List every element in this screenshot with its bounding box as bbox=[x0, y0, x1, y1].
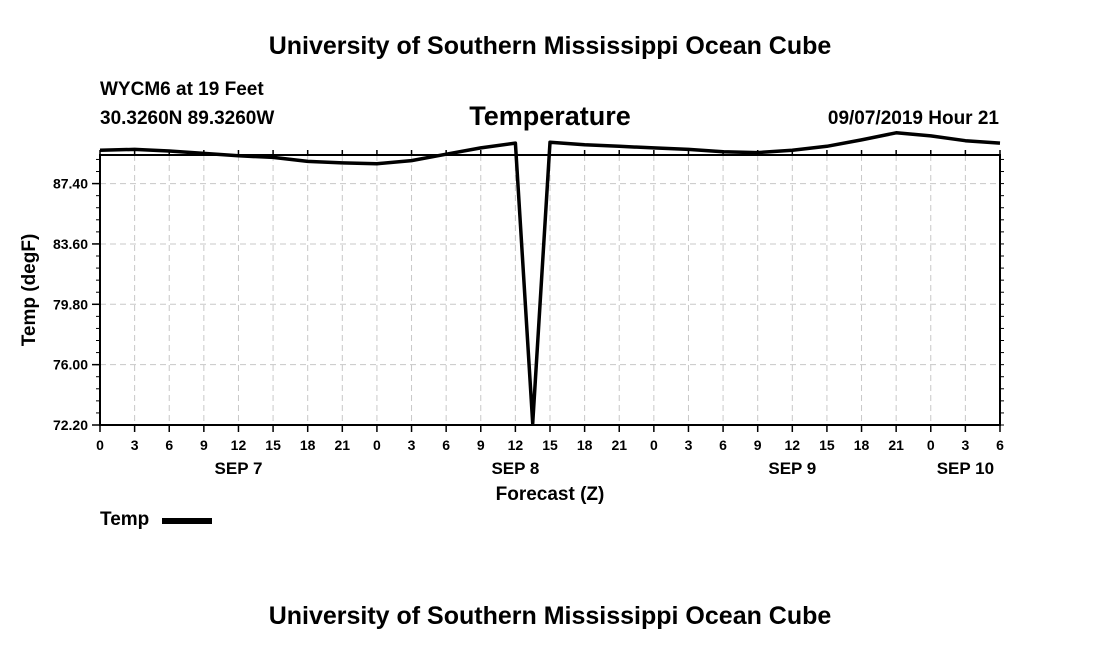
x-tick-label: 9 bbox=[200, 437, 208, 453]
x-tick-label: 6 bbox=[996, 437, 1004, 453]
series-layer bbox=[99, 131, 1001, 426]
y-tick-label: 79.80 bbox=[53, 296, 88, 312]
coordinates-label: 30.3260N 89.3260W bbox=[100, 108, 274, 129]
institution-title-top: University of Southern Mississippi Ocean… bbox=[269, 32, 832, 60]
tick-labels: 72.20 76.00 79.80 83.60 87.40 0 3 6 9 12 15 18 21 0 3 6… bbox=[53, 176, 1004, 478]
x-tick-label: 15 bbox=[265, 437, 281, 453]
x-tick-label: 3 bbox=[131, 437, 139, 453]
x-tick-label: 21 bbox=[888, 437, 904, 453]
y-tick-label: 76.00 bbox=[53, 357, 88, 373]
grid-lines bbox=[99, 155, 1001, 426]
x-tick-label: 0 bbox=[650, 437, 658, 453]
y-tick-label: 72.20 bbox=[53, 417, 88, 433]
x-tick-label: 15 bbox=[542, 437, 558, 453]
x-tick-label: 3 bbox=[408, 437, 416, 453]
x-tick-label: 3 bbox=[961, 437, 969, 453]
x-tick-label: 9 bbox=[754, 437, 762, 453]
y-tick-label: 87.40 bbox=[53, 176, 88, 192]
x-tick-label: 6 bbox=[442, 437, 450, 453]
legend-temp-label: Temp bbox=[100, 509, 149, 530]
x-tick-label: 9 bbox=[477, 437, 485, 453]
x-tick-label: 6 bbox=[719, 437, 727, 453]
x-tick-label: 18 bbox=[577, 437, 593, 453]
x-tick-label: 12 bbox=[785, 437, 801, 453]
x-day-label: SEP 9 bbox=[768, 459, 816, 478]
x-day-label: SEP 7 bbox=[215, 459, 263, 478]
y-axis-label: Temp (degF) bbox=[19, 234, 40, 347]
x-day-label: SEP 8 bbox=[491, 459, 539, 478]
x-axis-label: Forecast (Z) bbox=[496, 484, 605, 505]
x-tick-label: 6 bbox=[165, 437, 173, 453]
x-tick-label: 0 bbox=[96, 437, 104, 453]
x-tick-label: 0 bbox=[373, 437, 381, 453]
chart-title: Temperature bbox=[469, 101, 631, 131]
datetime-label: 09/07/2019 Hour 21 bbox=[828, 108, 1000, 129]
x-tick-label: 12 bbox=[508, 437, 524, 453]
x-tick-label: 3 bbox=[685, 437, 693, 453]
plot-frame bbox=[99, 154, 1001, 426]
x-tick-label: 18 bbox=[300, 437, 316, 453]
station-label: WYCM6 at 19 Feet bbox=[100, 79, 264, 100]
series-line-temp bbox=[99, 131, 1001, 426]
x-tick-label: 12 bbox=[231, 437, 247, 453]
x-tick-label: 21 bbox=[611, 437, 627, 453]
x-tick-label: 18 bbox=[854, 437, 870, 453]
institution-title-bottom: University of Southern Mississippi Ocean… bbox=[269, 602, 832, 630]
y-tick-label: 83.60 bbox=[53, 236, 88, 252]
x-tick-label: 21 bbox=[335, 437, 351, 453]
x-tick-label: 0 bbox=[927, 437, 935, 453]
x-tick-label: 15 bbox=[819, 437, 835, 453]
x-day-label: SEP 10 bbox=[937, 459, 994, 478]
